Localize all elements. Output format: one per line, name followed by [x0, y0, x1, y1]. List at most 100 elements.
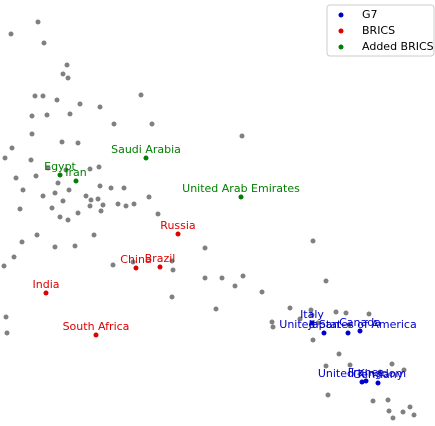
- background-point: [66, 187, 72, 193]
- background-point: [325, 392, 331, 398]
- background-point: [91, 232, 97, 238]
- background-point: [347, 362, 353, 368]
- background-point: [240, 273, 246, 279]
- background-point: [310, 337, 316, 343]
- background-point: [309, 312, 315, 318]
- background-point: [40, 193, 46, 199]
- background-point: [9, 145, 15, 151]
- background-point: [389, 361, 395, 367]
- legend-label: BRICS: [362, 24, 395, 37]
- background-point: [63, 167, 69, 173]
- background-point: [213, 306, 219, 312]
- background-point: [370, 398, 376, 404]
- background-point: [146, 194, 152, 200]
- background-point: [11, 254, 17, 260]
- point: [57, 172, 63, 178]
- background-point: [77, 101, 83, 107]
- background-point: [29, 131, 35, 137]
- background-point: [20, 187, 26, 193]
- point-label: Russia: [160, 219, 195, 232]
- background-point: [59, 139, 65, 145]
- background-point: [155, 211, 161, 217]
- background-point: [108, 185, 114, 191]
- point-label: United Kingdom: [318, 367, 406, 380]
- background-point: [8, 31, 14, 37]
- background-point: [401, 367, 407, 373]
- background-point: [32, 93, 38, 99]
- point-label: Egypt: [44, 160, 76, 173]
- background-point: [315, 320, 321, 326]
- background-point: [67, 111, 73, 117]
- background-point: [65, 217, 71, 223]
- point: [357, 328, 363, 334]
- background-point: [52, 244, 58, 250]
- point-label: South Africa: [63, 320, 130, 333]
- background-point: [87, 203, 93, 209]
- background-point: [34, 232, 40, 238]
- background-point: [28, 157, 34, 163]
- background-point: [110, 262, 116, 268]
- background-point: [49, 205, 55, 211]
- background-point: [232, 283, 238, 289]
- background-point: [131, 201, 137, 207]
- point: [375, 380, 381, 386]
- point-label: Iran: [65, 166, 87, 179]
- background-point: [45, 165, 51, 171]
- background-point: [170, 267, 176, 273]
- background-point: [400, 409, 406, 415]
- point-label: Brazil: [145, 252, 176, 265]
- point: [359, 379, 365, 385]
- background-point: [60, 198, 66, 204]
- background-point: [3, 314, 9, 320]
- background-point: [287, 305, 293, 311]
- point: [238, 194, 244, 200]
- legend-marker: [338, 12, 344, 18]
- background-point: [385, 397, 391, 403]
- background-point: [44, 112, 50, 118]
- background-point: [366, 311, 372, 317]
- background-point: [202, 275, 208, 281]
- background-point: [54, 97, 60, 103]
- legend-label: G7: [362, 8, 378, 21]
- background-point: [57, 214, 63, 220]
- background-point: [333, 309, 339, 315]
- background-point: [29, 113, 35, 119]
- background-point: [169, 258, 175, 264]
- point: [157, 264, 163, 270]
- background-point: [169, 294, 175, 300]
- legend-marker: [338, 44, 344, 50]
- background-point: [2, 155, 8, 161]
- background-point: [17, 206, 23, 212]
- background-point: [19, 239, 25, 245]
- background-point: [75, 140, 81, 146]
- background-point: [138, 92, 144, 98]
- background-point: [111, 121, 117, 127]
- background-point: [97, 104, 103, 110]
- background-point: [149, 121, 155, 127]
- background-point: [259, 289, 265, 295]
- background-point: [270, 324, 276, 330]
- point-label: United Arab Emirates: [182, 182, 300, 195]
- background-point: [202, 245, 208, 251]
- legend-box: [326, 4, 435, 57]
- point-label: United States of America: [279, 318, 416, 331]
- background-point: [35, 19, 41, 25]
- legend-label: Added BRICS: [362, 40, 434, 53]
- background-point: [310, 238, 316, 244]
- point: [73, 178, 79, 184]
- background-point: [123, 203, 129, 209]
- background-point: [308, 307, 314, 313]
- background-point: [33, 173, 39, 179]
- background-point: [64, 62, 70, 68]
- background-point: [269, 319, 275, 325]
- background-point: [343, 310, 349, 316]
- point-label: Germany: [353, 368, 404, 381]
- background-point: [100, 202, 106, 208]
- background-point: [60, 71, 66, 77]
- point: [321, 330, 327, 336]
- background-point: [13, 175, 19, 181]
- background-point: [41, 40, 47, 46]
- point-label: Italy: [300, 308, 324, 321]
- background-point: [40, 93, 46, 99]
- point-label: India: [33, 278, 60, 291]
